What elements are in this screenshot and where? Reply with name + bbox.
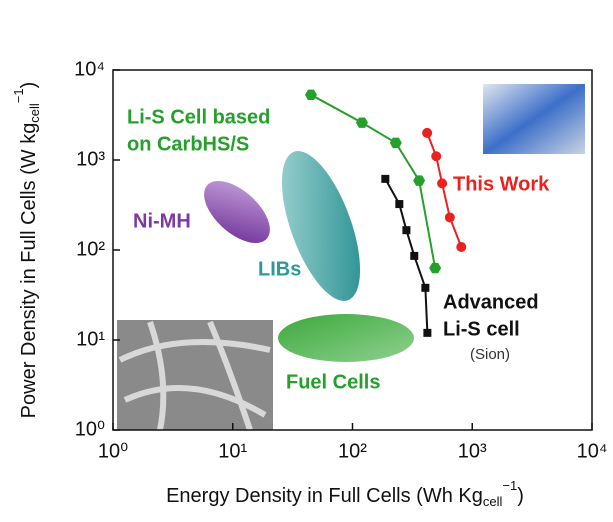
x-axis-title: Energy Density in Full Cells (Wh Kgcell−… [166,478,524,509]
point [456,242,466,252]
x-tick-label: 10³ [458,440,487,462]
point [305,90,317,100]
libs-region [266,142,376,311]
y-axis-title: Power Density in Full Cells (W kgcell−1) [11,82,42,419]
point [431,151,441,161]
series-label: Li-S Cell based [127,106,270,128]
x-tick-label: 10² [338,440,367,462]
y-tick-label: 10² [76,238,105,260]
x-tick-label: 10¹ [218,440,247,462]
point [437,178,447,188]
x-title-sub: cell [483,494,503,509]
y-title-end: ) [18,82,40,89]
point [410,252,418,260]
region-label: Ni-MH [133,210,191,232]
series-note: (Sion) [470,346,510,363]
point [429,263,441,273]
point [402,226,410,234]
y-tick-label: 10⁴ [74,58,105,80]
y-tick-label: 10⁰ [75,418,105,440]
point [413,175,425,185]
chart: Ni-MH LIBs Fuel Cells This Work Li-S Cel… [0,0,613,522]
point [423,329,431,337]
y-title-sub: cell [27,103,42,123]
x-title-end: ) [517,485,524,507]
point [445,212,455,222]
x-tick-label: 10⁰ [98,440,128,462]
sem-image [117,320,273,430]
point [421,284,429,292]
photo-inset [483,84,585,154]
x-title-sup: −1 [502,478,517,493]
y-title-sup: −1 [11,88,26,103]
y-title-text: Power Density in Full Cells (W kg [18,123,40,419]
ni-mh-region [193,170,281,255]
series-label: This Work [453,173,550,195]
x-tick-label: 10⁴ [577,440,608,462]
region-label: Fuel Cells [286,371,380,393]
point [381,175,389,183]
point [422,128,432,138]
region-label: LIBs [258,258,301,280]
series-label: on CarbHS/S [127,133,249,155]
series-label: Advanced [443,291,539,313]
series-line [385,179,427,333]
point [395,200,403,208]
series-label: Li-S cell [443,318,520,340]
fuel-cells-region [278,314,414,362]
x-title-text: Energy Density in Full Cells (Wh Kg [166,485,483,507]
y-tick-label: 10³ [76,148,105,170]
y-tick-label: 10¹ [76,328,105,350]
